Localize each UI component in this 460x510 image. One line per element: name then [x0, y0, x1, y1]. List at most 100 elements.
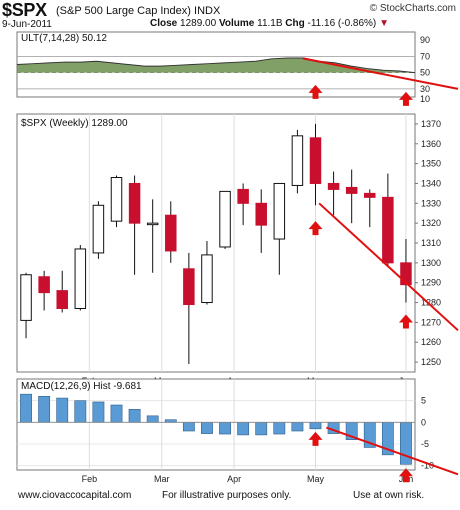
macd-arrow-may-icon-shape [308, 431, 323, 446]
price-tick-label: 1260 [421, 337, 441, 347]
candle-body-up [201, 254, 213, 304]
ult-line [16, 57, 416, 74]
candle [345, 169, 358, 224]
macd-month-label: Apr [227, 474, 241, 484]
macd-histogram-bar [146, 415, 159, 423]
chart-date: 9-Jun-2011 [2, 19, 52, 30]
footer-risk: Use at own risk. [353, 490, 425, 501]
macd-tick-label: -5 [421, 439, 429, 449]
macd-histogram-bar [255, 422, 268, 436]
macd-tick-label: 5 [421, 396, 426, 406]
candle [237, 183, 249, 226]
macd-histogram-bar [291, 422, 304, 432]
ult-arrow-jun-icon-shape [398, 91, 413, 106]
candle-body-down [400, 262, 412, 286]
candle-body-down [327, 182, 340, 190]
ult-tick-label: 50 [420, 68, 430, 78]
candle [400, 239, 412, 303]
macd-histogram-bar [237, 422, 250, 436]
macd-histogram-bar [273, 422, 286, 435]
candle-body-up [74, 248, 87, 309]
candle-body-up [110, 177, 123, 222]
candle-body-up [273, 182, 286, 240]
macd-arrow-jun-icon-shape [398, 468, 413, 483]
candle [201, 241, 213, 305]
candle-body-down [345, 186, 358, 194]
macd-histogram-bar [92, 401, 105, 423]
down-arrow-icon: ▼ [379, 18, 389, 29]
price-arrow-jun-icon [398, 314, 413, 329]
candle [165, 201, 177, 263]
candle [382, 173, 394, 267]
macd-histogram-bar [219, 422, 231, 435]
candle [309, 123, 322, 206]
candle-body-down [165, 214, 177, 252]
candle [146, 199, 159, 273]
macd-histogram-bar [110, 404, 123, 423]
price-tick-label: 1310 [421, 238, 441, 248]
brand-label: © StockCharts.com [369, 3, 456, 14]
macd-histogram-bar [309, 422, 322, 430]
candle [327, 171, 340, 216]
price-tick-label: 1340 [421, 178, 441, 188]
candle-body-down [382, 196, 394, 264]
price-arrow-may-icon-shape [308, 221, 323, 236]
price-tick-label: 1250 [421, 357, 441, 367]
footer-disclaimer: For illustrative purposes only. [162, 490, 292, 501]
macd-tick-label: -10 [421, 461, 434, 471]
candle [56, 270, 68, 313]
candle-body-up [20, 274, 32, 321]
ult-arrow-may-icon [308, 84, 323, 99]
price-tick-label: 1360 [421, 139, 441, 149]
candle-body-down [128, 182, 141, 224]
macd-tick-label: 0 [421, 417, 426, 427]
symbol-title: $SPX [2, 0, 47, 20]
macd-histogram-bar [182, 422, 195, 432]
candle-body-down [38, 276, 50, 294]
macd-histogram-bar [56, 397, 69, 423]
price-title: $SPX (Weekly) 1289.00 [21, 118, 128, 129]
price-tick-label: 1300 [421, 258, 441, 268]
ult-tick-label: 10 [420, 94, 430, 104]
candle [110, 175, 123, 228]
candle [38, 270, 50, 311]
candle [128, 175, 141, 275]
macd-title: MACD(12,26,9) Hist -9.681 [21, 381, 142, 392]
macd-trendline [326, 426, 459, 476]
price-tick-label: 1350 [421, 159, 441, 169]
price-arrow-may-icon [308, 221, 323, 236]
candle [92, 201, 105, 259]
macd-arrow-jun-icon [398, 468, 413, 483]
price-tick-label: 1280 [421, 298, 441, 308]
ult-trendline [302, 57, 459, 90]
ult-tick-label: 30 [420, 84, 430, 94]
price-tick-label: 1270 [421, 317, 441, 327]
candle-body-down [237, 188, 249, 204]
ult-tick-label: 90 [420, 35, 430, 45]
ult-arrow-jun-icon [398, 91, 413, 106]
price-panel-frame [16, 113, 416, 373]
macd-histogram-bar [74, 400, 87, 423]
macd-histogram-bar [38, 396, 51, 423]
candle [291, 129, 304, 194]
candle-body-up [291, 135, 304, 186]
candle-body-up [146, 222, 159, 226]
candle-body-down [183, 268, 195, 306]
candle-body-up [92, 204, 105, 254]
candle-body-down [255, 202, 267, 226]
macd-histogram-bar [20, 393, 32, 423]
macd-month-label: May [307, 474, 325, 484]
macd-histogram-bar [201, 422, 213, 434]
index-name: (S&P 500 Large Cap Index) INDX [56, 5, 221, 17]
price-tick-label: 1370 [421, 119, 441, 129]
ult-title: ULT(7,14,28) 50.12 [21, 33, 107, 44]
candle [255, 189, 267, 253]
candle [183, 252, 195, 365]
candle-body-down [364, 192, 376, 198]
price-trendline [318, 202, 459, 332]
price-tick-label: 1320 [421, 218, 441, 228]
ult-tick-label: 70 [420, 51, 430, 61]
candle [74, 244, 87, 311]
price-tick-label: 1290 [421, 278, 441, 288]
